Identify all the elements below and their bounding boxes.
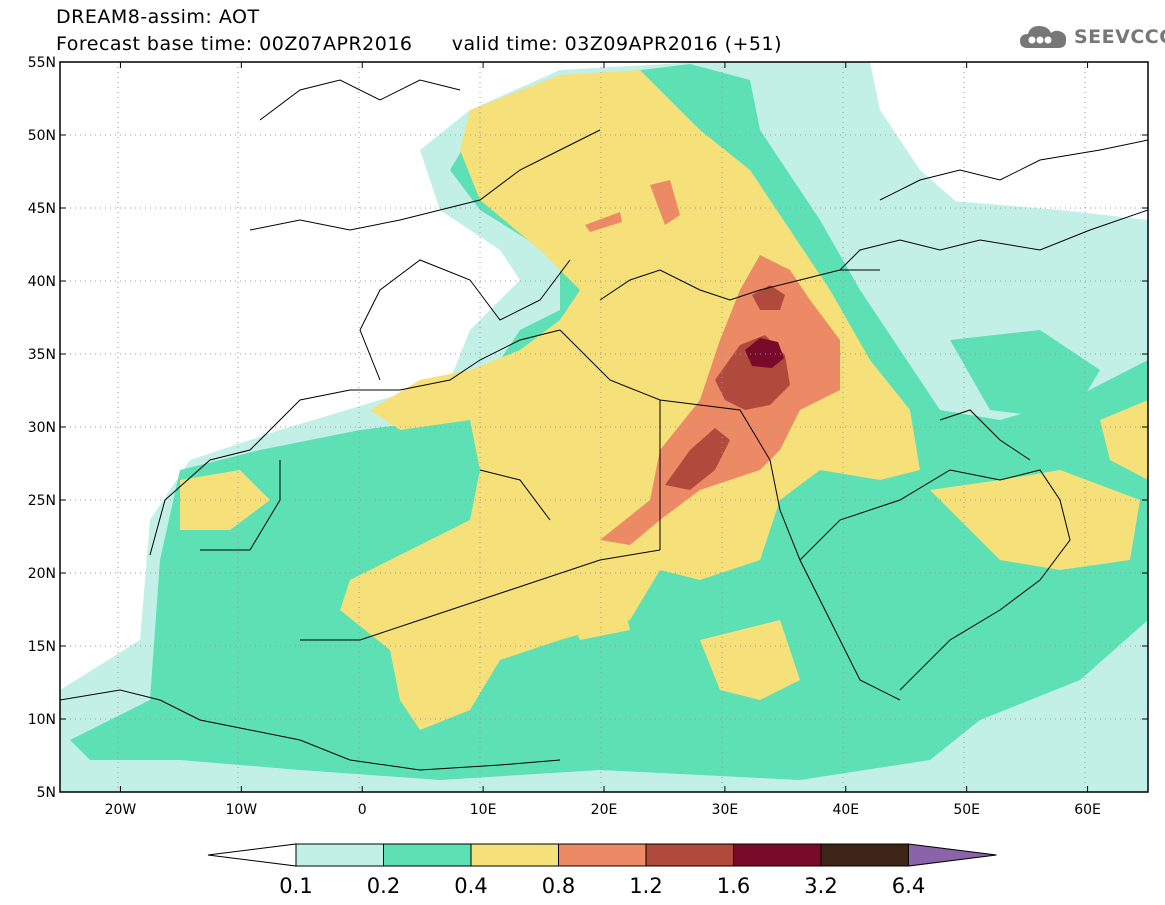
lat-label: 20N [28,566,56,582]
latitude-labels: 55N 50N 45N 40N 35N 30N 25N 20N 15N 10N 5N [28,55,56,801]
lat-label: 15N [28,639,56,655]
colorbar-swatch [733,843,822,867]
aot-field [60,62,1148,792]
colorbar-level-label: 1.6 [717,874,750,898]
colorbar-swatch [470,843,559,867]
colorbar-level-label: 6.4 [892,874,925,898]
lat-label: 40N [28,274,56,290]
colorbar-level-label: 1.2 [629,874,662,898]
coastlines [60,79,1148,771]
colorbar-swatch [383,843,472,867]
lon-label: 30E [712,802,739,818]
lat-label: 30N [28,420,56,436]
colorbar-level-label: 0.4 [454,874,487,898]
lat-label: 10N [28,712,56,728]
lon-label: 60E [1074,802,1101,818]
logo-text: SEEVCCC [1074,26,1165,48]
colorbar-level-label: 0.1 [279,874,312,898]
seevccc-logo: SEEVCCC [1018,22,1165,52]
colorbar-level-label: 3.2 [804,874,837,898]
lon-label: 20W [105,802,137,818]
cloud-icon [1020,26,1067,48]
time-info: Forecast base time: 00Z07APR2016 valid t… [56,33,782,55]
lon-label: 50E [953,802,980,818]
colorbar-swatch [820,843,909,867]
lat-label: 35N [28,347,56,363]
lon-label: 10E [470,802,497,818]
graticule [60,62,1148,792]
lon-label: 20E [591,802,618,818]
map-title: DREAM8-assim: AOT [56,6,260,28]
colorbar-upper-triangle [908,843,997,867]
lat-label: 5N [37,785,56,801]
base-time-label: Forecast base time: 00Z07APR2016 [56,33,413,55]
valid-time-label: valid time: 03Z09APR2016 (+51) [451,33,783,55]
aot-band-1-6 [745,338,784,368]
tick-marks [60,61,1148,793]
colorbar-swatch [645,843,734,867]
lat-label: 55N [28,55,56,71]
lat-label: 45N [28,201,56,217]
colorbar-swatch [558,843,647,867]
colorbar-labels: 0.1 0.2 0.4 0.8 1.2 1.6 3.2 6.4 [279,874,925,898]
colorbar-swatch [295,843,384,867]
longitude-labels: 20W 10W 0 10E 20E 30E 40E 50E 60E [105,802,1101,818]
colorbar-level-label: 0.8 [542,874,575,898]
lon-label: 10W [225,802,257,818]
colorbar-lower-triangle [207,843,297,867]
lat-label: 25N [28,493,56,509]
lat-label: 50N [28,128,56,144]
aot-band-0-4 [180,70,1148,730]
colorbar-level-label: 0.2 [367,874,400,898]
lon-label: 0 [358,802,367,818]
colorbar [207,843,997,867]
lon-label: 40E [832,802,859,818]
